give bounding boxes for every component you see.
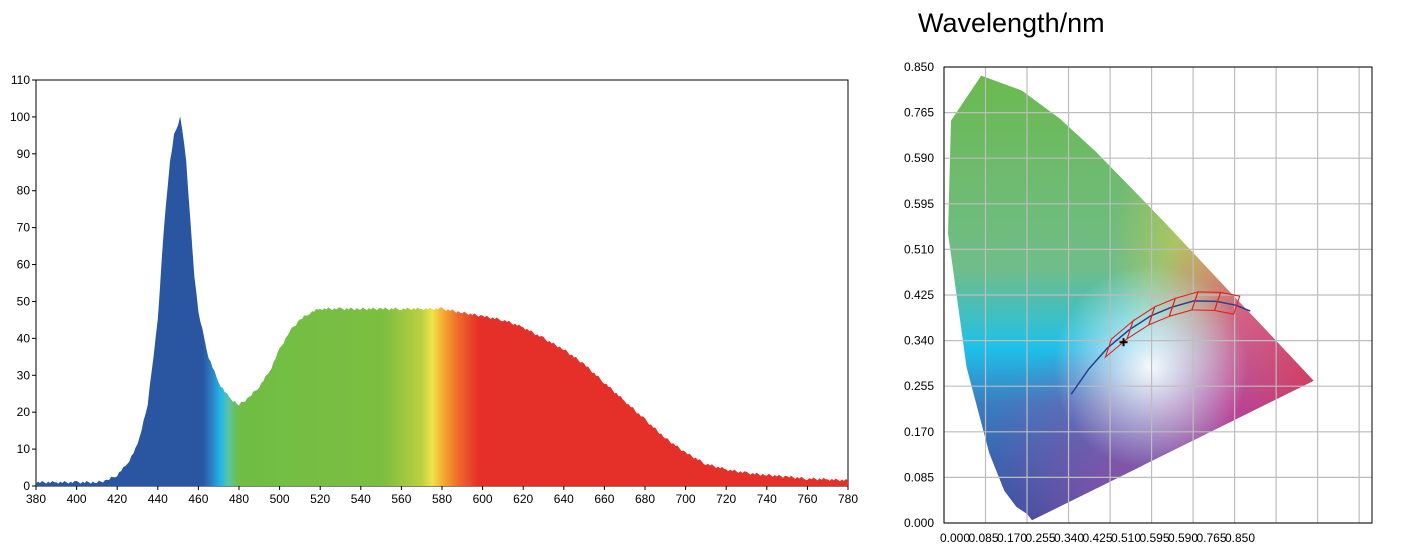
cie-y-tick-label: 0.425 [904,288,934,302]
spectrum-y-tick-label: 70 [17,221,31,235]
cie-x-tick-label: 0.000 [940,531,970,545]
spectrum-y-tick-label: 90 [17,147,31,161]
cie-x-tick-label: 0.850 [1225,531,1255,545]
spectrum-y-tick-label: 30 [17,368,31,382]
spectrum-x-tick-label: 760 [797,492,817,506]
spectrum-y-tick-label: 80 [17,184,31,198]
spectrum-y-tick-label: 110 [11,73,30,87]
spectrum-y-axis: 0 10 20 30 40 50 60 70 80 90 100 110 [10,73,36,493]
spectrum-y-tick-label: 60 [17,258,31,272]
spectrum-y-tick-label: 40 [17,331,31,345]
spectrum-y-tick-label: 50 [17,294,31,308]
spectrum-x-axis: 380 400 420 440 460 480 500 520 540 560 580 600 620 6… [26,486,858,506]
cie-color-gamut [948,75,1314,521]
spectrum-x-tick-label: 380 [26,492,46,506]
planckian-locus-line [1070,300,1251,395]
cie-x-tick-label: 0.340 [1054,531,1084,545]
spectrum-x-tick-label: 440 [148,492,168,506]
cie-y-axis: 0.000 0.085 0.170 0.255 0.340 0.425 0.510 0.595… [904,60,934,530]
cct-quadrangle [1191,291,1222,311]
cie-y-tick-label: 0.595 [904,197,934,211]
spectrum-x-tick-label: 660 [594,492,614,506]
spectrum-x-tick-label: 460 [188,492,208,506]
cct-quadrangle [1104,319,1135,359]
cie-y-tick-label: 0.340 [904,334,934,348]
cie-x-tick-label: 0.590 [1168,531,1198,545]
cie-x-tick-label: 0.765 [1196,531,1226,545]
spectrum-y-tick-label: 100 [10,110,30,124]
cie-grid [943,66,1372,524]
cie-title: Wavelength/nm [918,8,1105,38]
cie-x-axis: 0.0000.0850.1700.2550.3400.4250.5100.595… [940,531,1255,545]
spectrum-x-tick-label: 740 [757,492,777,506]
cie-y-tick-label: 0.255 [904,379,934,393]
cie-y-tick-label: 0.085 [904,470,934,484]
spectrum-x-tick-label: 580 [432,492,452,506]
cct-quadrangle [1213,291,1241,315]
cie-x-tick-label: 0.595 [1139,531,1169,545]
cie-x-tick-label: 0.425 [1082,531,1112,545]
spectrum-y-tick-label: 10 [17,442,31,456]
cie-x-tick-label: 0.510 [1111,531,1141,545]
cct-quadrangle [1126,305,1156,341]
spectrum-y-tick-label: 0 [23,479,30,493]
spectrum-x-tick-label: 480 [229,492,249,506]
cie-x-tick-label: 0.255 [1025,531,1055,545]
spectrum-x-tick-label: 700 [676,492,696,506]
spectrum-x-tick-label: 500 [270,492,290,506]
spectrum-x-tick-label: 420 [107,492,127,506]
spectrum-y-tick-label: 20 [17,405,31,419]
spectrum-x-tick-label: 780 [838,492,858,506]
cct-quadrangle [1168,291,1199,318]
spectrum-x-tick-label: 620 [513,492,533,506]
cie-y-tick-label: 0.000 [904,516,934,530]
cie-y-tick-label: 0.765 [904,106,934,120]
cie-x-tick-label: 0.170 [997,531,1027,545]
cie-plot-frame [943,66,1373,524]
spectrum-area [36,116,848,487]
spectrum-x-tick-label: 680 [635,492,655,506]
spectrum-chart: 380 400 420 440 460 480 500 520 540 560 580 600 620 6… [10,73,858,506]
spectrum-x-tick-label: 560 [391,492,411,506]
cie-y-tick-label: 0.170 [904,425,934,439]
cie-overlay [1070,291,1251,395]
cie-y-tick-label: 0.590 [904,151,934,165]
cie-y-tick-label: 0.510 [904,242,934,256]
spectrum-x-tick-label: 640 [554,492,574,506]
spectrum-area-series [36,116,848,487]
cct-quadrangle [1147,297,1177,326]
cie-y-tick-label: 0.850 [904,60,934,74]
spectrum-x-tick-label: 720 [716,492,736,506]
spectrum-x-tick-label: 520 [310,492,330,506]
cie-x-tick-label: 0.085 [968,531,998,545]
spectrum-x-tick-label: 600 [473,492,493,506]
spectrum-x-tick-label: 540 [351,492,371,506]
spectrum-x-tick-label: 400 [67,492,87,506]
